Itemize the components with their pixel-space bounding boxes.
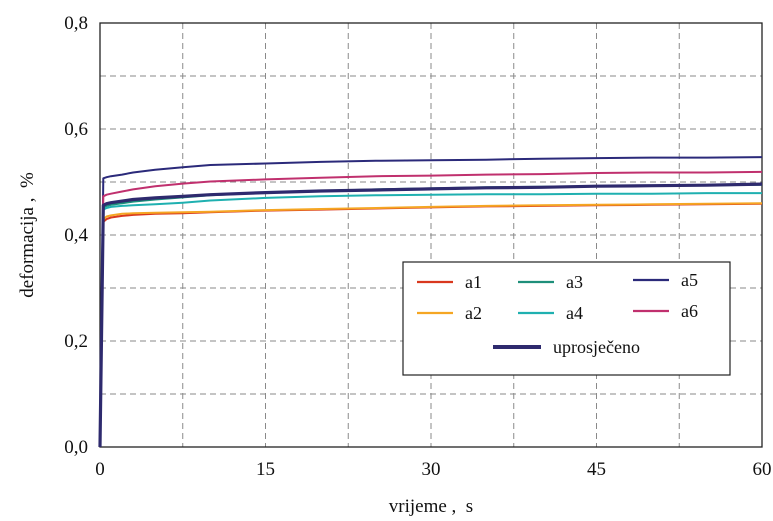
y-axis-title: deformacija , % (17, 172, 38, 298)
x-tick-label: 0 (95, 459, 105, 480)
legend-label-4: a4 (566, 303, 583, 323)
plot-area-frame (99, 22, 763, 448)
legend-label-5: a5 (681, 270, 698, 290)
legend-label-2: a2 (465, 303, 482, 323)
y-tick-label: 0,0 (64, 437, 88, 458)
grid-lines (100, 23, 762, 447)
legend-label-1: a1 (465, 272, 482, 292)
series-line-2 (99, 202, 763, 448)
legend-box (402, 261, 731, 376)
y-tick-label: 0,8 (64, 13, 88, 34)
legend-label-7: uprosječeno (553, 337, 640, 357)
legend-label-3: a3 (566, 272, 583, 292)
series-line-7 (98, 182, 763, 448)
series-line-4 (99, 192, 762, 448)
x-tick-label: 30 (422, 459, 441, 480)
y-tick-label: 0,6 (64, 119, 88, 140)
series-group (98, 156, 763, 448)
legend: a1 a2 a3 a4 a5 a6 uprosječeno (402, 261, 731, 376)
x-tick-label: 60 (753, 459, 772, 480)
series-line-5 (99, 156, 763, 448)
x-axis-title: vrijeme , s (389, 496, 473, 517)
series-line-6 (99, 170, 763, 448)
legend-label-6: a6 (681, 301, 698, 321)
tick-labels: 0 15 30 45 60 0,0 0,2 0,4 0,6 0,8 (64, 13, 771, 480)
x-tick-label: 15 (256, 459, 275, 480)
x-tick-label: 45 (587, 459, 606, 480)
y-tick-label: 0,4 (64, 225, 88, 246)
y-tick-label: 0,2 (64, 331, 88, 352)
